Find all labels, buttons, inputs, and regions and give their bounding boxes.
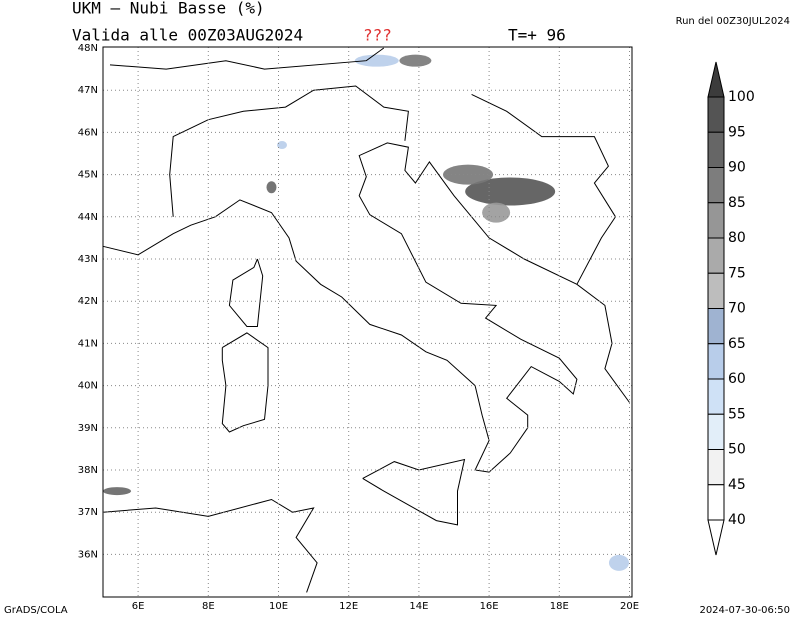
- footer-left: GrADS/COLA: [4, 605, 68, 616]
- cloud-patch: [103, 487, 132, 496]
- colorbar-bottom: [707, 519, 725, 556]
- colorbar-label: 85: [728, 195, 746, 211]
- colorbar-label: 60: [728, 371, 746, 387]
- cloud-patch: [443, 164, 494, 185]
- colorbar-label: 65: [728, 336, 746, 352]
- flag: ???: [363, 26, 392, 45]
- colorbar-box: [707, 272, 725, 309]
- cloud-patch: [399, 54, 432, 67]
- coastline: [362, 458, 466, 526]
- lon-label: 16E: [480, 601, 499, 612]
- colorbar-label: 70: [728, 301, 746, 317]
- colorbar-box: [707, 237, 725, 274]
- lat-label: 45N: [78, 170, 98, 181]
- lat-label: 36N: [78, 549, 98, 560]
- lon-label: 12E: [339, 601, 358, 612]
- cloud-patch: [482, 202, 511, 223]
- coastline: [228, 258, 264, 327]
- lat-label: 39N: [78, 423, 98, 434]
- lat-label: 41N: [78, 338, 98, 349]
- colorbar-label: 95: [728, 124, 746, 140]
- colorbar-label: 40: [728, 512, 746, 528]
- footer-right: 2024-07-30-06:50: [699, 605, 790, 616]
- lon-label: 6E: [132, 601, 145, 612]
- lead-time: T=+ 96: [508, 26, 566, 45]
- colorbar-box: [707, 308, 725, 345]
- lat-label: 48N: [78, 43, 98, 54]
- cloud-patch: [465, 177, 556, 206]
- lat-label: 46N: [78, 127, 98, 138]
- colorbar-box: [707, 484, 725, 521]
- lat-label: 37N: [78, 507, 98, 518]
- valid-time: Valida alle 00Z03AUG2024: [72, 26, 303, 45]
- lon-label: 20E: [620, 601, 639, 612]
- lon-label: 14E: [409, 601, 428, 612]
- colorbar-box: [707, 96, 725, 133]
- cloud-field: [103, 54, 629, 571]
- colorbar-box: [707, 131, 725, 168]
- coastline: [221, 332, 269, 433]
- graticule: 48N 47N 46N 45N 44N 43N 42N 41N 40N 39N 38N 37N 36N 6…: [78, 43, 639, 612]
- coastline: [471, 93, 617, 285]
- colorbar: 100 95 90 85 80 75 70 65 60 55 50 45 40: [707, 61, 755, 556]
- lon-label: 8E: [202, 601, 215, 612]
- lat-label: 43N: [78, 254, 98, 265]
- colorbar-box: [707, 449, 725, 486]
- lat-label: 44N: [78, 212, 98, 223]
- colorbar-label: 55: [728, 406, 746, 422]
- lon-label: 18E: [550, 601, 569, 612]
- lat-label: 42N: [78, 296, 98, 307]
- lon-label: 10E: [269, 601, 288, 612]
- colorbar-top: [707, 61, 725, 98]
- colorbar-label: 90: [728, 160, 746, 176]
- colorbar-label: 75: [728, 265, 746, 281]
- lat-label: 47N: [78, 85, 98, 96]
- title: UKM – Nubi Basse (%): [72, 0, 265, 18]
- colorbar-label: 80: [728, 230, 746, 246]
- coastline: [102, 142, 630, 473]
- coastline: [109, 47, 385, 70]
- cloud-patch: [266, 181, 277, 194]
- coastlines: [102, 47, 630, 593]
- colorbar-box: [707, 167, 725, 204]
- cloud-patch: [608, 554, 629, 571]
- colorbar-box: [707, 413, 725, 450]
- lat-label: 40N: [78, 381, 98, 392]
- map-frame: [102, 46, 633, 598]
- cloud-patch: [354, 54, 399, 67]
- run-time: Run del 00Z30JUL2024: [676, 16, 790, 27]
- colorbar-label: 50: [728, 442, 746, 458]
- lat-label: 38N: [78, 465, 98, 476]
- coastline: [169, 85, 409, 217]
- coastline: [102, 498, 318, 593]
- colorbar-label: 100: [728, 89, 755, 105]
- colorbar-box: [707, 202, 725, 239]
- colorbar-box: [707, 343, 725, 380]
- cloud-patch: [277, 141, 288, 150]
- colorbar-box: [707, 378, 725, 415]
- colorbar-label: 45: [728, 477, 746, 493]
